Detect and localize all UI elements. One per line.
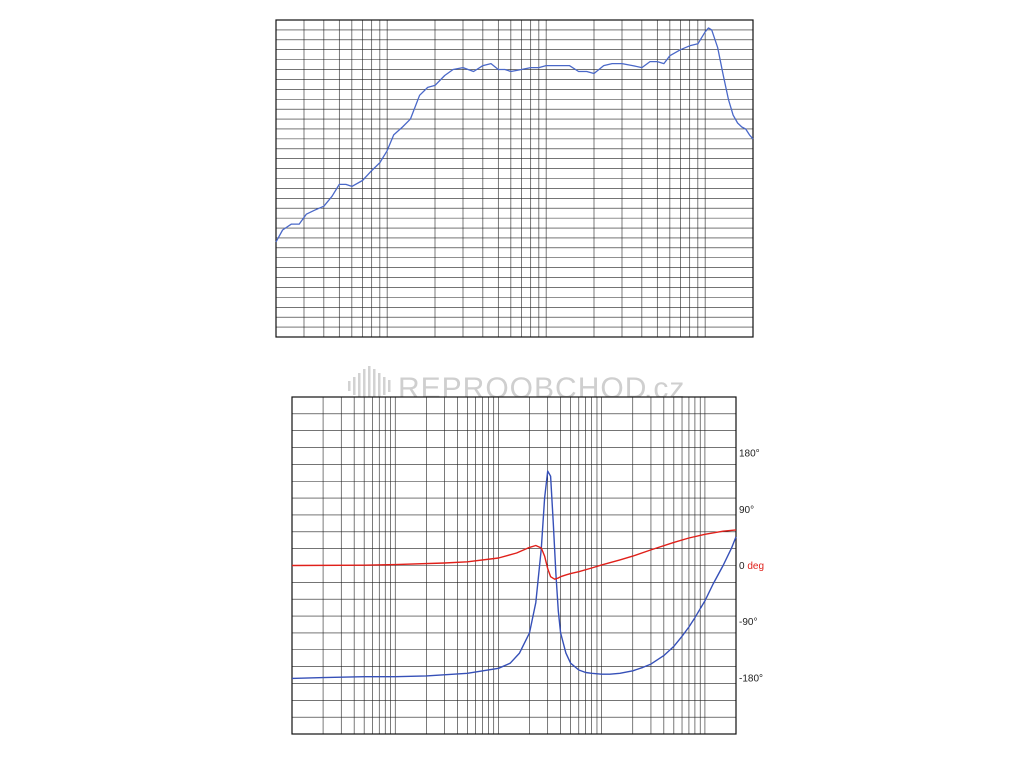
watermark-bar [383, 377, 386, 395]
watermark-bar [378, 373, 381, 399]
phase-unit-label: deg [745, 561, 764, 572]
phase-tick-value: 90° [739, 505, 754, 516]
watermark-bar [368, 366, 371, 406]
equalizer-bars-icon [348, 366, 391, 406]
watermark-bar [373, 369, 376, 403]
phase-curve-line [291, 529, 737, 580]
phase-tick-value: 180° [739, 449, 760, 460]
phase-tick-label: 180° [739, 449, 760, 460]
phase-tick-label: -180° [739, 673, 763, 684]
phase-tick-label: 90° [739, 505, 754, 516]
watermark-bar [348, 381, 351, 391]
phase-tick-value: -180° [739, 673, 763, 684]
watermark-bar [388, 380, 391, 392]
impedance-curve-line [291, 470, 737, 680]
watermark-bar [358, 373, 361, 399]
spl-response-line [275, 27, 754, 243]
plot-frame [275, 19, 754, 338]
phase-tick-label: -90° [739, 617, 757, 628]
watermark-bar [353, 377, 356, 395]
watermark-bar [363, 369, 366, 403]
impedance-phase-chart: 180° 90° 0 deg -90° -180° [291, 396, 764, 735]
spl-frequency-chart [275, 19, 754, 338]
phase-tick-value: -90° [739, 617, 757, 628]
phase-tick-value: 0 [739, 561, 745, 572]
phase-tick-label: 0 deg [739, 561, 764, 572]
